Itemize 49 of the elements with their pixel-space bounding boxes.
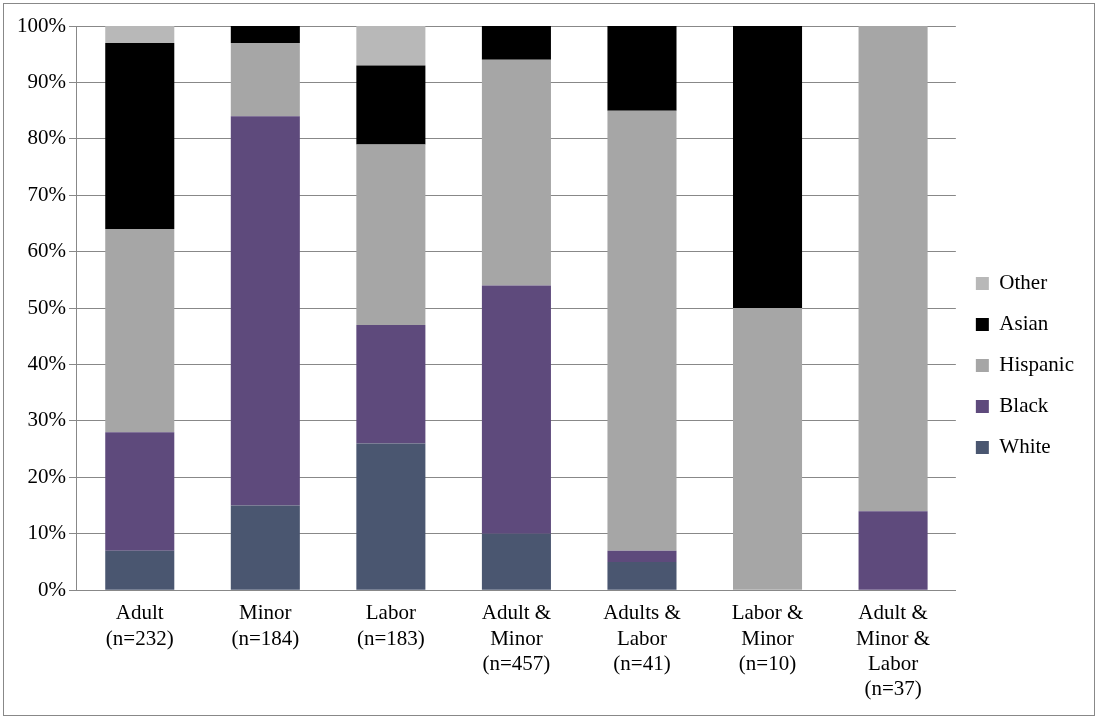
bar <box>105 550 175 590</box>
bar <box>356 65 426 145</box>
bar <box>481 533 551 590</box>
bar <box>607 550 677 562</box>
bar <box>733 308 803 590</box>
legend-label: Hispanic <box>999 352 1075 377</box>
bar <box>105 229 175 433</box>
bar <box>230 42 300 117</box>
bar <box>858 511 928 590</box>
legend-label: Black <box>999 393 1049 418</box>
x-tick-label: Adults & Labor (n=41) <box>603 600 681 675</box>
legend-label: White <box>999 434 1051 459</box>
bar <box>105 42 175 230</box>
x-tick-label: Labor (n=183) <box>356 600 425 650</box>
x-tick-label: Labor & Minor (n=10) <box>731 600 804 675</box>
legend-label: Other <box>999 270 1048 295</box>
y-tick-label: 10% <box>27 520 66 545</box>
bar <box>105 26 175 43</box>
x-tick-label: Minor (n=184) <box>231 600 300 650</box>
bar <box>356 443 426 590</box>
bar <box>356 325 426 444</box>
y-tick-label: 30% <box>27 407 66 432</box>
y-tick-label: 90% <box>27 68 66 93</box>
y-tick-label: 70% <box>27 181 66 206</box>
bar <box>105 432 175 551</box>
y-tick-label: 60% <box>27 238 66 263</box>
bar <box>356 144 426 326</box>
x-tick-label: Adult (n=232) <box>105 600 174 650</box>
bar <box>481 59 551 286</box>
bar <box>607 561 677 590</box>
bar <box>230 116 300 506</box>
bar <box>356 26 426 66</box>
bar <box>230 505 300 590</box>
y-tick-label: 50% <box>27 294 66 319</box>
y-tick-label: 0% <box>37 576 66 601</box>
bar <box>481 26 551 60</box>
x-tick-label: Adult & Minor (n=457) <box>481 600 552 675</box>
bar <box>230 26 300 43</box>
x-tick-label: Adult & Minor & Labor (n=37) <box>856 600 931 700</box>
y-tick-label: 40% <box>27 351 66 376</box>
legend-label: Asian <box>999 311 1049 336</box>
bar <box>481 285 551 534</box>
bar <box>733 26 803 309</box>
y-tick-label: 20% <box>27 463 66 488</box>
bar <box>607 110 677 551</box>
y-tick-label: 100% <box>16 12 66 37</box>
bar <box>858 26 928 512</box>
bar <box>607 26 677 111</box>
y-tick-label: 80% <box>27 125 66 150</box>
